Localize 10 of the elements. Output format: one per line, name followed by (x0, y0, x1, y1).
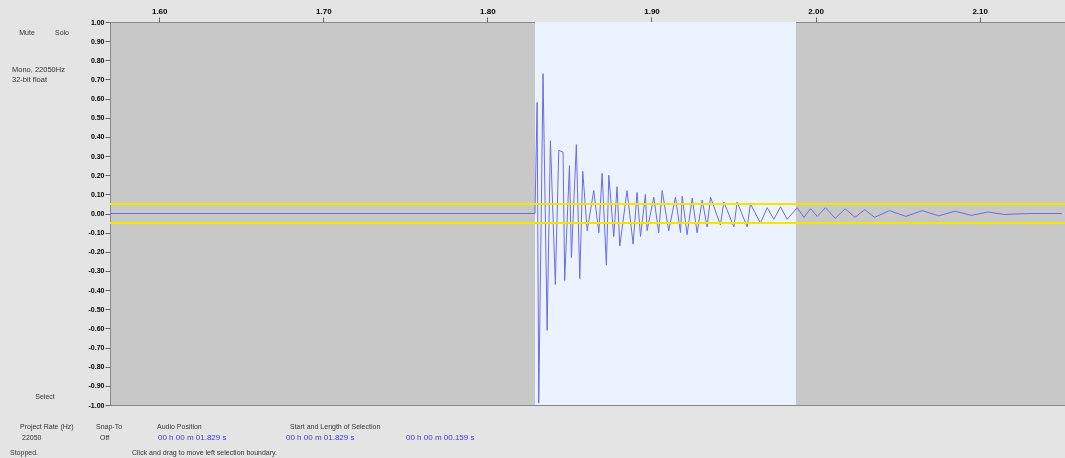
x-tick-label: 2.10 (972, 6, 989, 16)
x-tick-label: 1.90 (644, 6, 661, 16)
text: 00 h 00 m 01.829 s (286, 433, 355, 442)
x-tick-label: 1.60 (151, 6, 169, 16)
text: 00 h 00 m 00.159 s (406, 433, 475, 442)
text: 00 h 00 m 01.829 s (158, 433, 227, 442)
x-tick-label: 2.00 (808, 6, 825, 16)
line-series (109, 73, 1063, 404)
x-tick-label: 1.70 (316, 6, 333, 16)
x-tick-label: 1.80 (480, 6, 497, 16)
